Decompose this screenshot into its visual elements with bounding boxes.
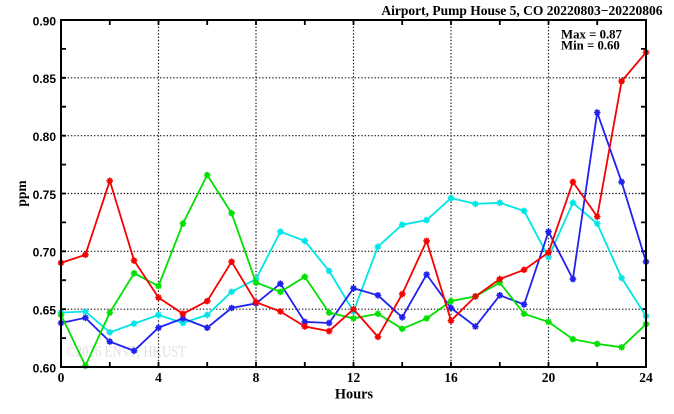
svg-text:Hours: Hours [335,386,374,402]
svg-text:©2026 ENVF, HKUST: ©2026 ENVF, HKUST [66,344,186,361]
svg-text:Min = 0.60: Min = 0.60 [561,39,620,53]
svg-text:ppm: ppm [14,180,29,207]
svg-text:0.75: 0.75 [33,188,57,202]
svg-text:24: 24 [639,370,653,385]
svg-text:0: 0 [58,370,65,385]
svg-text:20: 20 [542,370,556,385]
svg-text:0.65: 0.65 [33,304,57,318]
svg-text:12: 12 [347,370,361,385]
svg-text:0.90: 0.90 [33,14,57,28]
svg-text:Airport, Pump House 5, CO 2022: Airport, Pump House 5, CO 20220803−20220… [381,3,662,18]
svg-text:0.80: 0.80 [33,130,57,144]
svg-text:0.70: 0.70 [33,246,57,260]
svg-text:4: 4 [155,370,162,385]
svg-text:8: 8 [253,370,260,385]
svg-text:16: 16 [444,370,458,385]
svg-text:0.85: 0.85 [33,72,57,86]
svg-text:Max = 0.87: Max = 0.87 [561,28,623,42]
svg-text:0.60: 0.60 [33,361,57,375]
